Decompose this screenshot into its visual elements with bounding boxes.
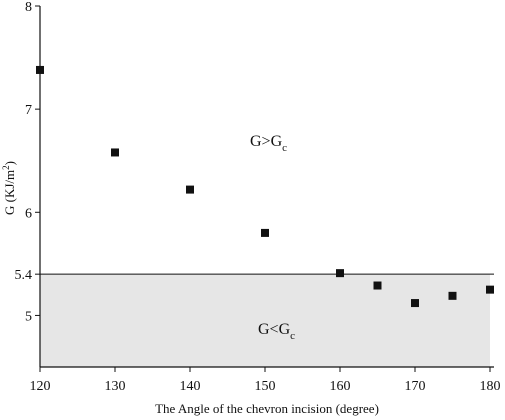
data-point: [186, 185, 194, 194]
y-tick-label: 7: [25, 103, 32, 118]
x-tick-label: 130: [105, 379, 126, 394]
y-ticks: 5 5.4 6 7 8: [15, 0, 40, 324]
data-point: [336, 269, 344, 278]
x-tick-label: 180: [480, 379, 501, 394]
region-below-label: G<Gc: [258, 321, 295, 342]
data-point: [36, 65, 44, 74]
region-above-label: G>Gc: [250, 133, 287, 154]
y-tick-label: 5: [25, 309, 32, 324]
x-tick-label: 170: [405, 379, 426, 394]
data-point: [261, 228, 269, 237]
x-axis-title: The Angle of the chevron incision (degre…: [155, 401, 379, 416]
y-tick-label: 6: [25, 206, 32, 221]
x-tick-label: 160: [330, 379, 351, 394]
x-tick-label: 150: [255, 379, 276, 394]
data-point: [448, 291, 457, 300]
below-threshold-region: [40, 274, 490, 367]
data-point: [486, 285, 494, 294]
y-axis-title: G (KJ/m2): [1, 161, 17, 215]
x-ticks: 120 130 140 150 160 170 180: [30, 367, 501, 394]
data-point: [373, 281, 382, 290]
y-tick-label: 8: [25, 0, 32, 15]
x-tick-label: 120: [30, 379, 51, 394]
x-tick-label: 140: [180, 379, 201, 394]
data-points: [36, 65, 494, 308]
data-point: [411, 299, 419, 308]
data-point: [111, 148, 119, 157]
y-tick-label: 5.4: [15, 268, 33, 283]
